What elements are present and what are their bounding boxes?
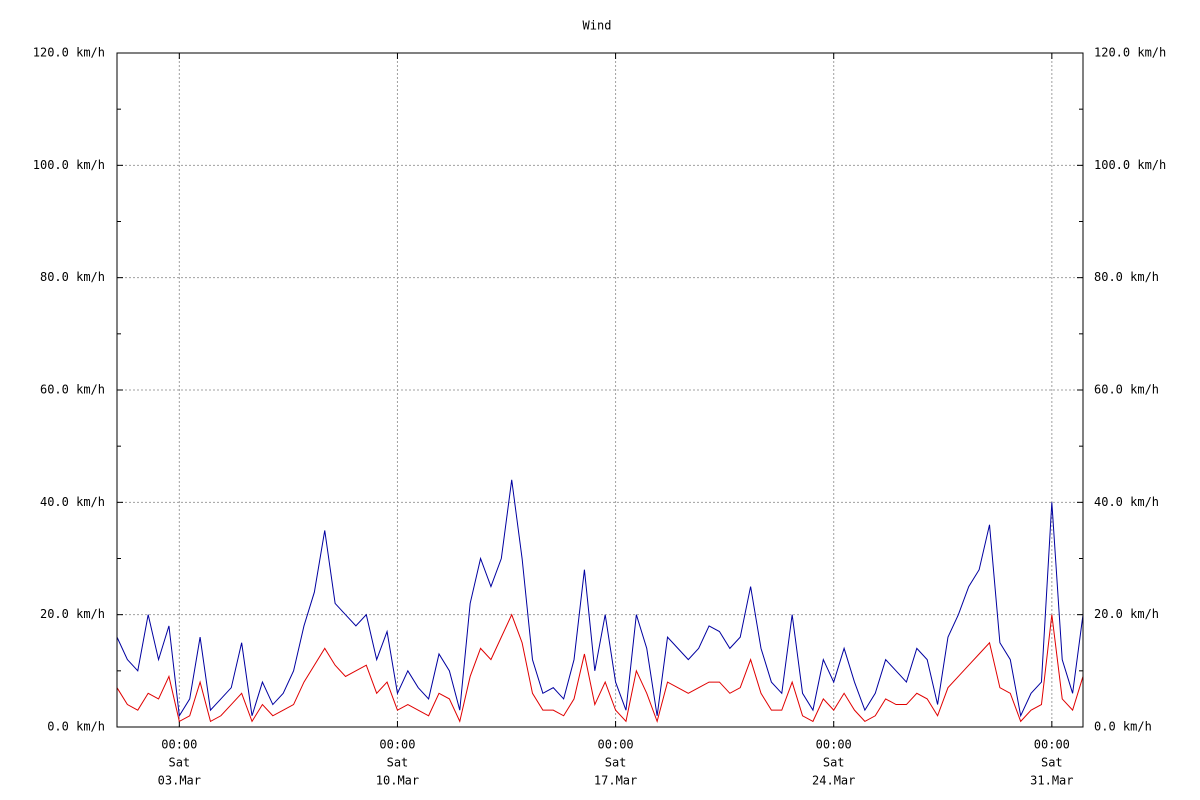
x-tick-label: 00:00: [816, 738, 852, 752]
x-tick-label: Sat: [605, 756, 627, 770]
x-tick-label: 00:00: [1034, 738, 1070, 752]
y-tick-label: 120.0 km/h: [33, 46, 105, 60]
x-tick-label: Sat: [823, 756, 845, 770]
y2-tick-label: 0.0 km/h: [1094, 720, 1152, 734]
x-tick-label: Sat: [387, 756, 409, 770]
y2-tick-label: 100.0 km/h: [1094, 158, 1166, 172]
y-tick-label: 40.0 km/h: [40, 495, 105, 509]
y2-tick-label: 60.0 km/h: [1094, 383, 1159, 397]
x-tick-label: 00:00: [598, 738, 634, 752]
plot-frame: [116, 52, 1084, 728]
y2-tick-label: 40.0 km/h: [1094, 495, 1159, 509]
x-tick-label: 24.Mar: [812, 774, 855, 788]
y-tick-label: 60.0 km/h: [40, 383, 105, 397]
y-tick-label: 100.0 km/h: [33, 158, 105, 172]
x-tick-label: Sat: [1041, 756, 1063, 770]
y-tick-label: 0.0 km/h: [47, 720, 105, 734]
x-tick-label: 10.Mar: [376, 774, 419, 788]
x-tick-label: Sat: [168, 756, 190, 770]
series-line: [116, 479, 1084, 718]
x-tick-label: 00:00: [161, 738, 197, 752]
x-tick-label: 03.Mar: [158, 774, 201, 788]
y-tick-label: 80.0 km/h: [40, 270, 105, 284]
y-tick-label: 20.0 km/h: [40, 607, 105, 621]
y2-tick-label: 20.0 km/h: [1094, 607, 1159, 621]
x-tick-label: 31.Mar: [1030, 774, 1073, 788]
chart-title: Wind: [583, 19, 612, 33]
x-tick-label: 17.Mar: [594, 774, 637, 788]
y2-tick-label: 80.0 km/h: [1094, 270, 1159, 284]
x-tick-label: 00:00: [379, 738, 415, 752]
y2-tick-label: 120.0 km/h: [1094, 46, 1166, 60]
series-line: [116, 613, 1084, 724]
